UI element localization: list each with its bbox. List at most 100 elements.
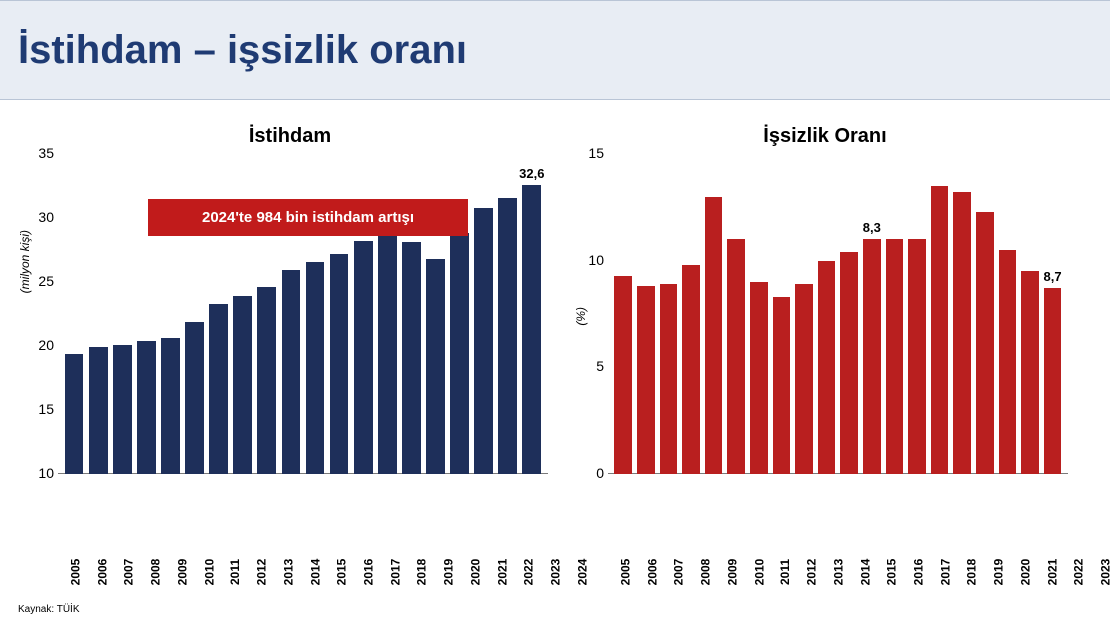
- bar-col: [748, 282, 771, 474]
- xlabel: 2020: [462, 535, 489, 553]
- unemployment-xlabels: 2005200620072008200920102011201220132014…: [608, 535, 1068, 553]
- unemployment-ylabel: (%): [574, 307, 588, 326]
- bar: [818, 261, 836, 474]
- slide: İstihdam – işsizlik oranı İstihdam (mily…: [0, 0, 1110, 625]
- source-text: Kaynak: TÜİK: [18, 604, 80, 615]
- ytick: 10: [20, 465, 54, 481]
- bar: [773, 297, 791, 474]
- bar: [498, 198, 517, 474]
- xlabel: 2014: [302, 535, 329, 553]
- bar-col: [680, 265, 703, 474]
- bar-col: [770, 297, 793, 474]
- xlabel: 2013: [275, 535, 302, 553]
- xlabel: 2020: [1012, 535, 1039, 553]
- bar-col: [1019, 271, 1042, 474]
- xlabel: 2006: [639, 535, 666, 553]
- bar: [999, 250, 1017, 474]
- xlabel: 2022: [1065, 535, 1092, 553]
- bar-col: [496, 198, 520, 474]
- bar-col: [182, 322, 206, 474]
- bar: [354, 241, 373, 474]
- bar: [185, 322, 204, 474]
- bar: [953, 192, 971, 474]
- bar-col: 8,7: [1041, 288, 1064, 474]
- ytick: 15: [20, 401, 54, 417]
- bar: [89, 347, 108, 474]
- ytick: 15: [570, 145, 604, 161]
- bar: [863, 239, 881, 474]
- bar-col: [399, 242, 423, 474]
- bar-value-label: 32,6: [519, 166, 544, 181]
- bar: [257, 287, 276, 474]
- bar-col: [657, 284, 680, 474]
- xlabel: 2023: [542, 535, 569, 553]
- bar-col: [62, 354, 86, 474]
- bar: [705, 197, 723, 474]
- ytick: 10: [570, 252, 604, 268]
- bar-col: [472, 208, 496, 474]
- xlabel: 2017: [932, 535, 959, 553]
- bar-col: 32,6: [520, 185, 544, 474]
- xlabel: 2021: [489, 535, 516, 553]
- bar-col: [279, 270, 303, 474]
- bar-col: [375, 235, 399, 474]
- bar: [330, 254, 349, 474]
- xlabel: 2011: [772, 535, 798, 553]
- bar: [306, 262, 325, 474]
- xlabel: 2016: [355, 535, 382, 553]
- xlabel: 2009: [719, 535, 746, 553]
- bar: [522, 185, 541, 474]
- bar-col: [158, 338, 182, 474]
- bar-col: [423, 259, 447, 474]
- bar: [209, 304, 228, 474]
- bar-col: [702, 197, 725, 474]
- xlabel: 2009: [169, 535, 196, 553]
- bar: [1044, 288, 1062, 474]
- bar: [282, 270, 301, 474]
- bar: [931, 186, 949, 474]
- bar: [682, 265, 700, 474]
- xlabel: 2017: [382, 535, 409, 553]
- xlabel: 2023: [1092, 535, 1110, 553]
- xlabel: 2018: [958, 535, 985, 553]
- xlabel: 2018: [408, 535, 435, 553]
- bar-col: [838, 252, 861, 474]
- bar-col: [906, 239, 929, 474]
- xlabel: 2005: [62, 535, 89, 553]
- bar: [727, 239, 745, 474]
- bar: [614, 276, 632, 474]
- xlabel: 2014: [852, 535, 879, 553]
- bar-col: [612, 276, 635, 474]
- xlabel: 2007: [115, 535, 142, 553]
- bar: [450, 233, 469, 474]
- xlabel: 2010: [746, 535, 773, 553]
- title-band: İstihdam – işsizlik oranı: [0, 0, 1110, 100]
- ytick: 20: [20, 337, 54, 353]
- bar-col: [110, 345, 134, 474]
- bar: [137, 341, 156, 474]
- bar-col: [883, 239, 906, 474]
- employment-plot: 101520253035 2024'te 984 bin istihdam ar…: [58, 154, 548, 474]
- ytick: 5: [570, 358, 604, 374]
- bar: [750, 282, 768, 474]
- bar: [161, 338, 180, 474]
- charts-row: İstihdam (milyon kişi) 101520253035 2024…: [0, 100, 1110, 545]
- ytick: 35: [20, 145, 54, 161]
- xlabel: 2010: [196, 535, 223, 553]
- unemployment-plot: 051015 8,38,7: [608, 154, 1068, 474]
- bar-col: [86, 347, 110, 474]
- xlabel: 2015: [328, 535, 355, 553]
- bar: [426, 259, 445, 474]
- bar-col: [351, 241, 375, 474]
- unemployment-bars: 8,38,7: [608, 154, 1068, 474]
- bar: [113, 345, 132, 474]
- bar: [795, 284, 813, 474]
- bar: [65, 354, 84, 474]
- xlabel: 2005: [612, 535, 639, 553]
- employment-chart: İstihdam (milyon kişi) 101520253035 2024…: [20, 125, 560, 545]
- bar: [886, 239, 904, 474]
- bar: [233, 296, 252, 474]
- ytick: 0: [570, 465, 604, 481]
- bar-value-label: 8,7: [1044, 269, 1062, 284]
- page-title: İstihdam – işsizlik oranı: [18, 28, 467, 73]
